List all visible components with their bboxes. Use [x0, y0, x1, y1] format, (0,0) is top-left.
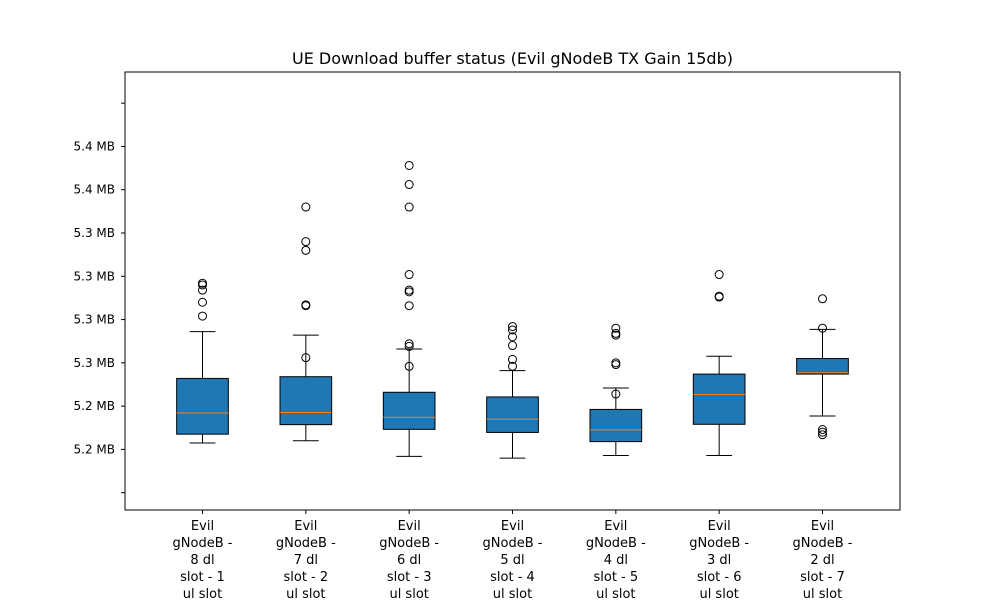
- x-tick-label: Evil gNodeB - 7 dl slot - 2 ul slot: [276, 519, 336, 600]
- outlier-point: [611, 358, 621, 368]
- box-iqr: [279, 376, 333, 426]
- x-tick-label-line: ul slot: [596, 587, 635, 600]
- outlier-point: [301, 300, 311, 310]
- outlier-point: [611, 328, 621, 338]
- outlier-point: [404, 202, 414, 212]
- outlier-point: [301, 237, 311, 247]
- x-tick-label-line: 2 dl: [810, 553, 834, 568]
- x-tick-label-line: gNodeB -: [276, 536, 336, 551]
- x-tick-label-line: ul slot: [803, 587, 842, 600]
- outlier-point: [508, 321, 517, 331]
- outlier-point: [818, 323, 827, 333]
- outlier-point: [611, 323, 621, 333]
- outlier-point: [198, 311, 207, 321]
- plot-frame: [124, 71, 901, 511]
- x-tick-label-line: gNodeB -: [173, 536, 233, 551]
- x-tick-label-line: slot - 4: [490, 570, 535, 585]
- outlier-point: [714, 291, 724, 301]
- x-tick-label-line: 7 dl: [294, 553, 318, 568]
- x-tick-label-line: slot - 1: [180, 570, 225, 585]
- x-tick-label-line: ul slot: [183, 587, 222, 600]
- box-iqr: [589, 408, 643, 443]
- x-tick-label-line: slot - 2: [283, 570, 328, 585]
- outlier-point: [818, 430, 827, 440]
- y-tick-label: 5.3 MB: [74, 269, 115, 283]
- x-tick-label-line: Evil: [708, 519, 731, 534]
- outlier-point: [404, 270, 414, 280]
- x-tick-label: Evil gNodeB - 8 dl slot - 1 ul slot: [173, 519, 233, 600]
- x-tick-label-line: slot - 7: [800, 570, 845, 585]
- outlier-point: [404, 180, 414, 190]
- outlier-point: [404, 160, 414, 170]
- x-tick-label-line: 3 dl: [707, 553, 731, 568]
- y-tick-label: 5.2 MB: [74, 399, 115, 413]
- y-tick-label: 5.4 MB: [74, 183, 115, 197]
- outlier-point: [404, 285, 414, 295]
- x-tick-label: Evil gNodeB - 5 dl slot - 4 ul slot: [483, 519, 543, 600]
- x-tick-label-line: ul slot: [493, 587, 532, 600]
- x-tick-label: Evil gNodeB - 4 dl slot - 5 ul slot: [586, 519, 646, 600]
- x-tick-label-line: ul slot: [699, 587, 738, 600]
- outlier-point: [404, 361, 414, 371]
- x-tick-label-line: 6 dl: [397, 553, 421, 568]
- outlier-point: [404, 339, 414, 349]
- outlier-point: [404, 341, 414, 351]
- plot-area: 5.2 MB 5.2 MB 5.3 MB 5.3 MB 5.3 MB 5.3 MB 5.4 …: [74, 102, 853, 600]
- outlier-point: [301, 245, 311, 255]
- x-tick-label: Evil gNodeB - 6 dl slot - 3 ul slot: [379, 519, 439, 600]
- outlier-point: [198, 297, 207, 307]
- x-tick-label-line: 5 dl: [500, 553, 524, 568]
- y-tick-label: 5.3 MB: [74, 356, 115, 370]
- outlier-point: [818, 424, 827, 434]
- x-tick-label-line: Evil: [191, 519, 214, 534]
- outlier-point: [508, 354, 517, 364]
- x-tick-label: Evil gNodeB - 2 dl slot - 7 ul slot: [793, 519, 853, 600]
- box-iqr: [796, 358, 849, 375]
- outlier-point: [508, 325, 517, 335]
- x-tick-label-line: gNodeB -: [793, 536, 853, 551]
- box-iqr: [176, 377, 229, 435]
- outlier-point: [301, 353, 311, 363]
- x-tick-label-line: slot - 3: [387, 570, 432, 585]
- outlier-point: [508, 332, 517, 342]
- y-tick-label: 5.3 MB: [74, 226, 115, 240]
- x-tick-label-line: gNodeB -: [483, 536, 543, 551]
- outlier-point: [508, 361, 517, 371]
- box-iqr: [692, 373, 746, 425]
- outlier-point: [818, 294, 827, 304]
- box-iqr: [382, 391, 436, 430]
- x-tick-label-line: slot - 6: [697, 570, 742, 585]
- x-tick-label-line: 4 dl: [604, 553, 628, 568]
- x-tick-label: Evil gNodeB - 3 dl slot - 6 ul slot: [689, 519, 749, 600]
- y-tick-label: 5.3 MB: [74, 313, 115, 327]
- x-tick-label-line: ul slot: [389, 587, 428, 600]
- box-iqr: [486, 396, 539, 433]
- outlier-point: [714, 270, 724, 280]
- outlier-point: [404, 301, 414, 311]
- y-tick-label: 5.2 MB: [74, 442, 115, 456]
- y-tick-label: 5.4 MB: [74, 139, 115, 153]
- x-tick-label-line: Evil: [294, 519, 317, 534]
- x-tick-label-line: gNodeB -: [379, 536, 439, 551]
- x-tick-label-line: slot - 5: [593, 570, 638, 585]
- outlier-point: [611, 389, 621, 399]
- x-tick-label-line: Evil: [501, 519, 524, 534]
- outlier-point: [198, 278, 207, 288]
- x-tick-label-line: Evil: [604, 519, 627, 534]
- x-tick-label-line: gNodeB -: [586, 536, 646, 551]
- outlier-point: [508, 341, 517, 351]
- outlier-point: [301, 202, 311, 212]
- outlier-point: [818, 427, 827, 437]
- x-tick-label-line: Evil: [811, 519, 834, 534]
- outlier-point: [198, 285, 207, 295]
- x-tick-label-line: gNodeB -: [689, 536, 749, 551]
- x-tick-label-line: ul slot: [286, 587, 325, 600]
- x-tick-label-line: Evil: [398, 519, 421, 534]
- chart-title: UE Download buffer status (Evil gNodeB T…: [292, 49, 733, 68]
- x-tick-label-line: 8 dl: [190, 553, 214, 568]
